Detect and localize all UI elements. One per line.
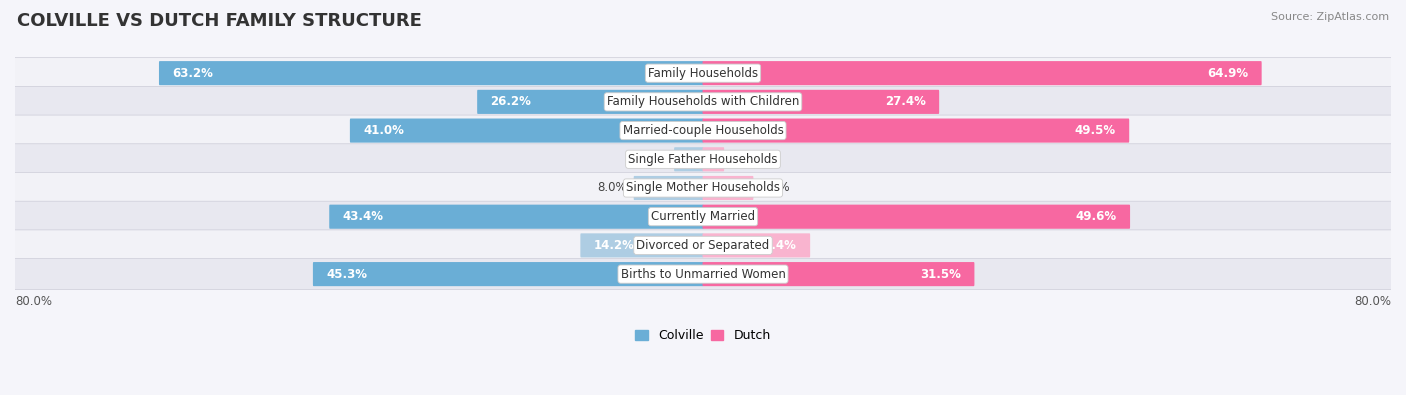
Text: 80.0%: 80.0% [15, 295, 52, 308]
Text: 49.6%: 49.6% [1076, 210, 1116, 223]
Text: Family Households: Family Households [648, 67, 758, 80]
FancyBboxPatch shape [581, 233, 703, 258]
Text: Source: ZipAtlas.com: Source: ZipAtlas.com [1271, 12, 1389, 22]
Text: COLVILLE VS DUTCH FAMILY STRUCTURE: COLVILLE VS DUTCH FAMILY STRUCTURE [17, 12, 422, 30]
FancyBboxPatch shape [14, 259, 1392, 290]
FancyBboxPatch shape [703, 205, 1130, 229]
Text: Divorced or Separated: Divorced or Separated [637, 239, 769, 252]
Text: 12.4%: 12.4% [756, 239, 797, 252]
Text: 49.5%: 49.5% [1074, 124, 1116, 137]
FancyBboxPatch shape [14, 58, 1392, 88]
FancyBboxPatch shape [703, 147, 724, 171]
Text: 26.2%: 26.2% [491, 95, 531, 108]
Text: 5.8%: 5.8% [759, 181, 789, 194]
FancyBboxPatch shape [14, 115, 1392, 146]
Text: Single Mother Households: Single Mother Households [626, 181, 780, 194]
FancyBboxPatch shape [703, 118, 1129, 143]
FancyBboxPatch shape [14, 230, 1392, 261]
Text: Single Father Households: Single Father Households [628, 153, 778, 166]
FancyBboxPatch shape [14, 144, 1392, 175]
FancyBboxPatch shape [634, 176, 703, 200]
Text: 3.3%: 3.3% [638, 153, 668, 166]
Text: 63.2%: 63.2% [173, 67, 214, 80]
FancyBboxPatch shape [350, 118, 703, 143]
Text: 14.2%: 14.2% [593, 239, 634, 252]
FancyBboxPatch shape [703, 233, 810, 258]
Text: 64.9%: 64.9% [1208, 67, 1249, 80]
Text: Family Households with Children: Family Households with Children [607, 95, 799, 108]
FancyBboxPatch shape [14, 201, 1392, 232]
Text: 43.4%: 43.4% [343, 210, 384, 223]
FancyBboxPatch shape [703, 176, 754, 200]
FancyBboxPatch shape [703, 61, 1261, 85]
Text: Births to Unmarried Women: Births to Unmarried Women [620, 267, 786, 280]
FancyBboxPatch shape [673, 147, 703, 171]
Text: 27.4%: 27.4% [884, 95, 925, 108]
Text: 80.0%: 80.0% [1354, 295, 1391, 308]
FancyBboxPatch shape [314, 262, 703, 286]
FancyBboxPatch shape [329, 205, 703, 229]
FancyBboxPatch shape [477, 90, 703, 114]
FancyBboxPatch shape [703, 262, 974, 286]
Text: Married-couple Households: Married-couple Households [623, 124, 783, 137]
Text: 41.0%: 41.0% [363, 124, 404, 137]
FancyBboxPatch shape [14, 173, 1392, 203]
Text: 45.3%: 45.3% [326, 267, 367, 280]
FancyBboxPatch shape [14, 87, 1392, 117]
Text: 8.0%: 8.0% [598, 181, 627, 194]
Legend: Colville, Dutch: Colville, Dutch [636, 329, 770, 342]
Text: 2.4%: 2.4% [731, 153, 761, 166]
FancyBboxPatch shape [159, 61, 703, 85]
FancyBboxPatch shape [703, 90, 939, 114]
Text: 31.5%: 31.5% [920, 267, 960, 280]
Text: Currently Married: Currently Married [651, 210, 755, 223]
